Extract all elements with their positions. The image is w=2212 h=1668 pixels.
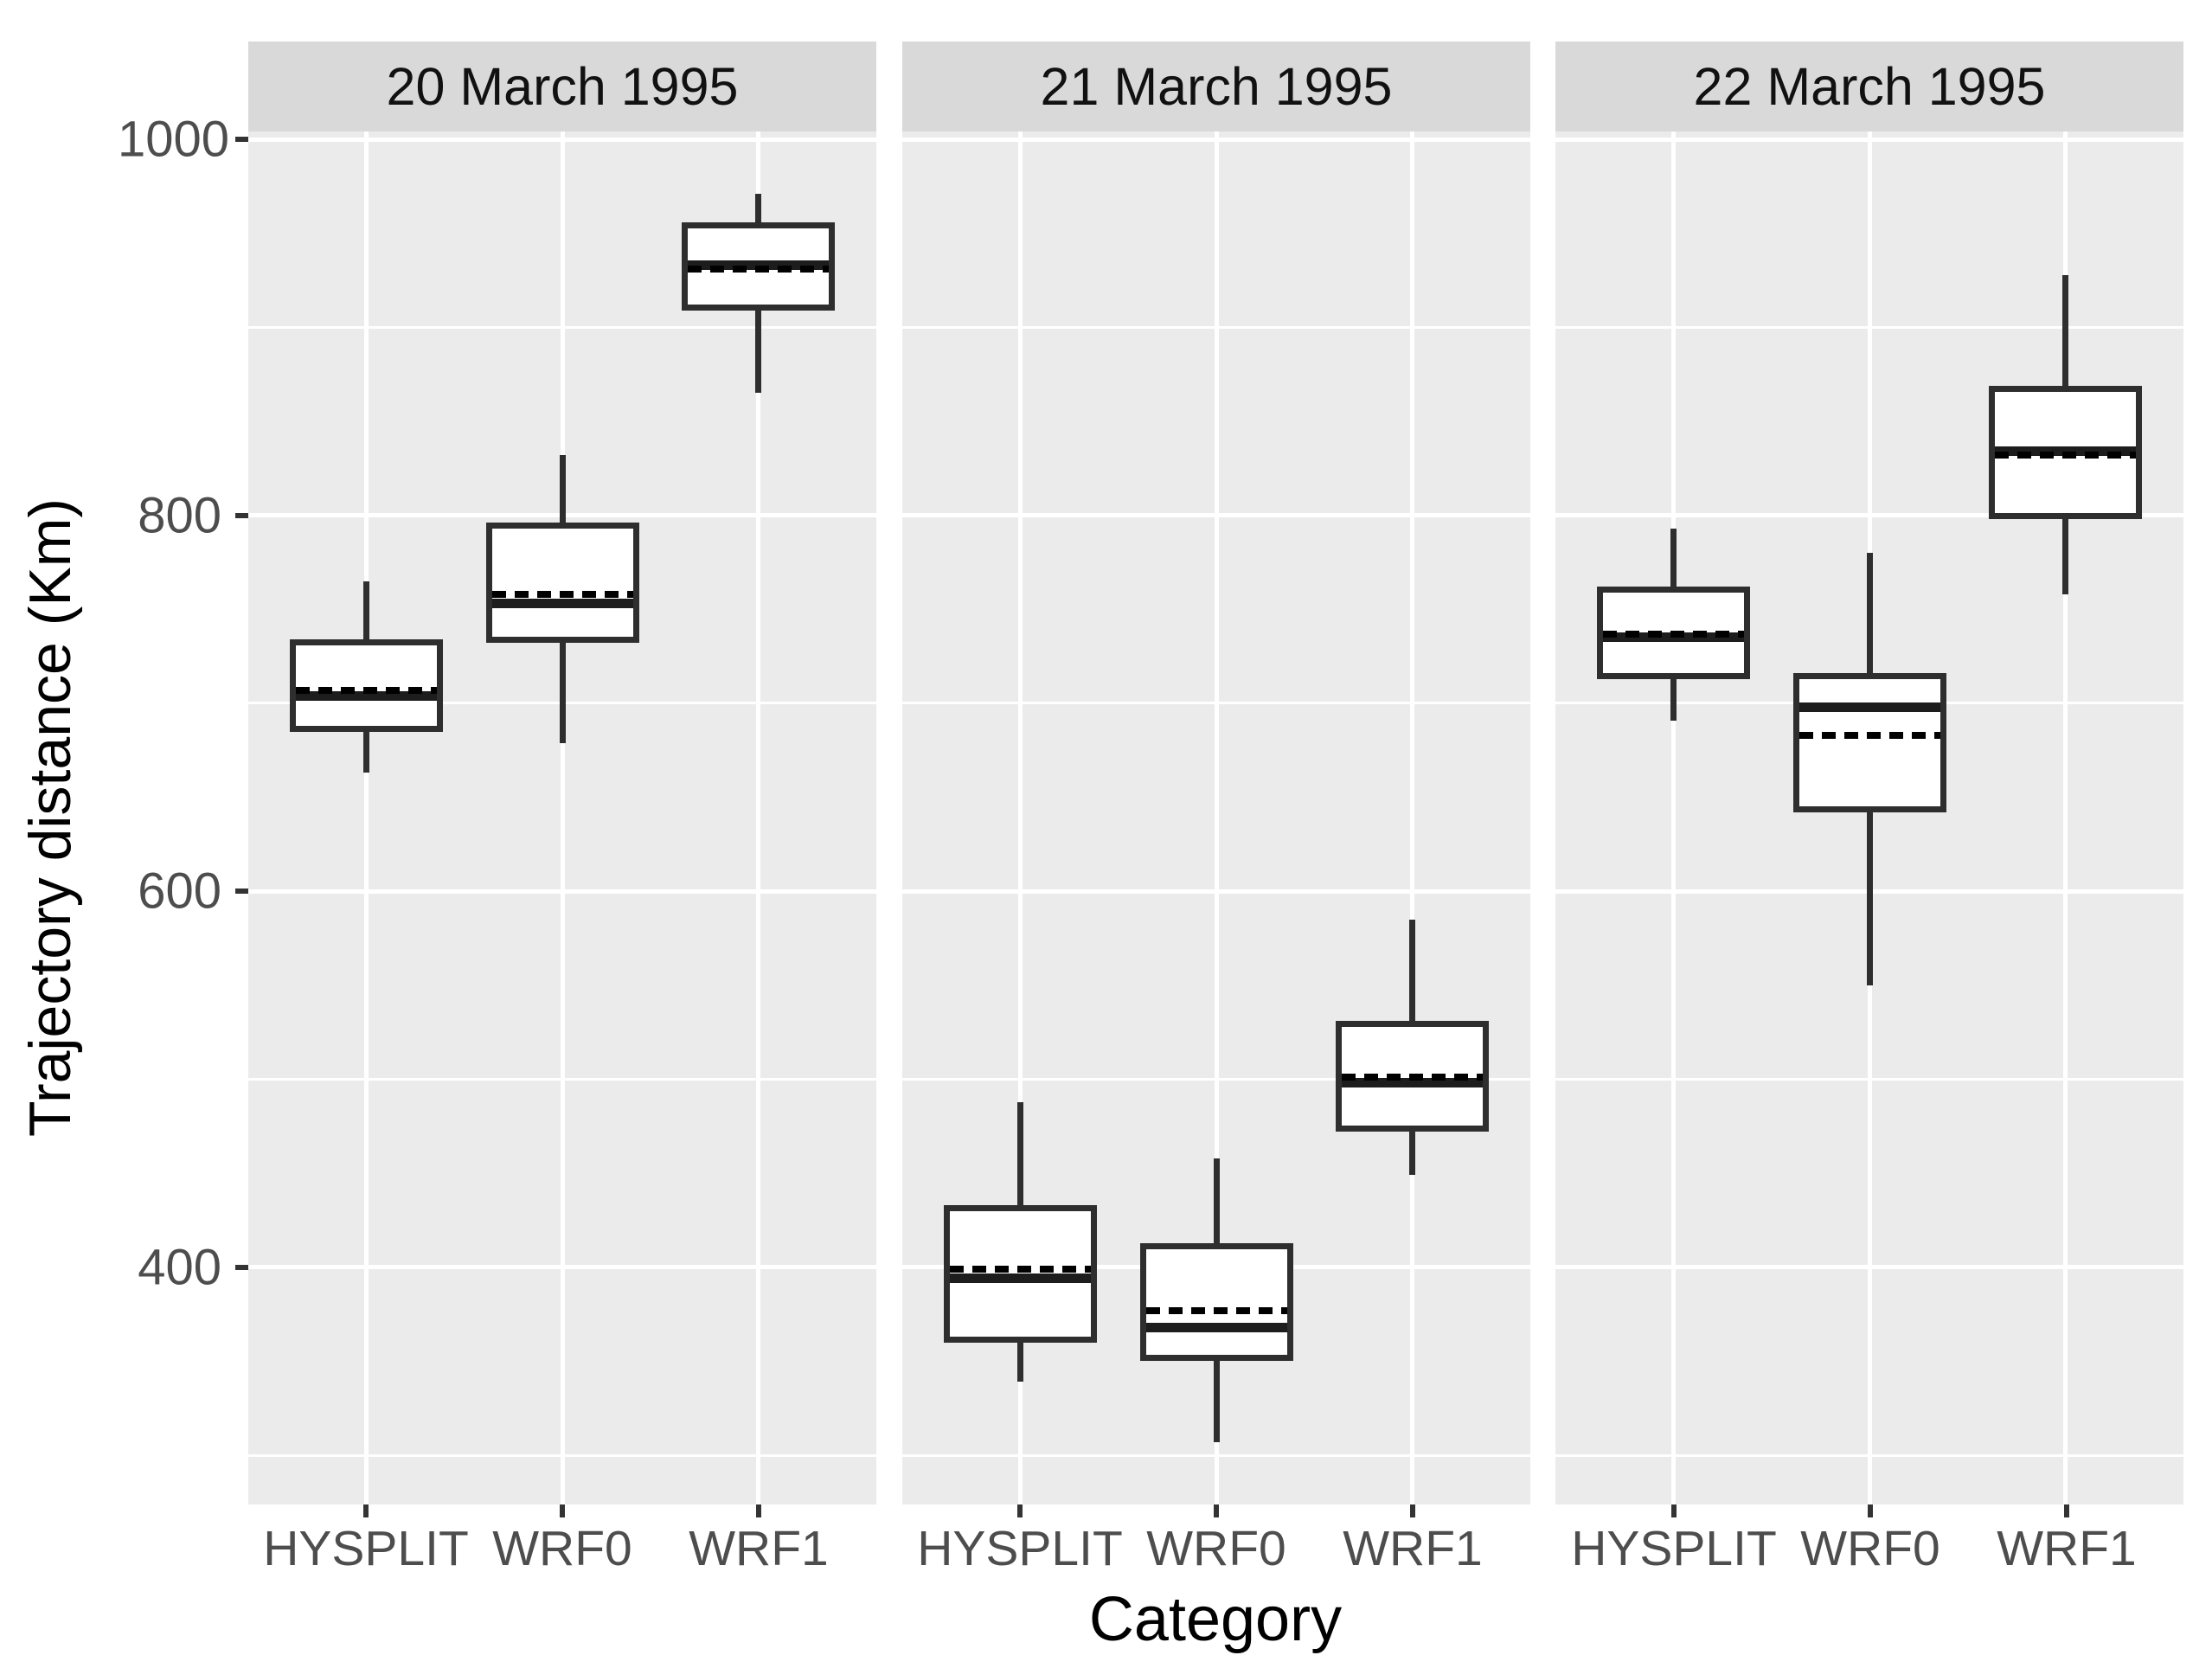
x-tick-label: HYSPLIT [1571,1521,1777,1576]
vertical-gridline [1017,132,1023,1504]
boxplot-mean-dashed-line [1145,1306,1287,1314]
x-tick-label: WRF1 [689,1521,829,1576]
boxplot-mean-dashed-line [1798,731,1940,739]
x-tick-mark [363,1504,369,1517]
boxplot-mean-dashed-line [1995,452,2137,459]
plot-panel [1555,132,2183,1504]
boxplot-median-line [688,260,830,271]
y-tick-label: 400 [138,1239,221,1296]
boxplot-median-line [491,599,633,609]
boxplot-median-line [1145,1322,1287,1332]
boxplot-mean-dashed-line [688,266,830,273]
x-tick-label: HYSPLIT [917,1521,1123,1576]
boxplot-mean-dashed-line [295,686,437,694]
y-tick-mark [235,1265,248,1270]
x-tick-mark [1671,1504,1677,1517]
boxplot-median-line [1342,1078,1484,1088]
boxplot-box-wrf0 [1139,1242,1293,1362]
boxplot-median-line [295,690,437,701]
vertical-gridline [363,132,369,1504]
boxplot-mean-dashed-line [1602,630,1744,638]
plot-panel [902,132,1530,1504]
y-tick-label: 800 [138,487,221,544]
plot-panel [248,132,876,1504]
facet-strip-label: 21 March 1995 [1040,57,1393,116]
facet-strip-label: 20 March 1995 [386,57,739,116]
vertical-gridline [560,132,565,1504]
x-tick-mark [1410,1504,1415,1517]
facet-strip: 21 March 1995 [902,42,1530,132]
facet-strip: 20 March 1995 [248,42,876,132]
boxplot-mean-dashed-line [491,590,633,598]
x-tick-label: WRF0 [1800,1521,1940,1576]
y-axis-title: Trajectory distance (Km) [17,497,83,1138]
y-tick-mark [235,137,248,142]
y-tick-mark [235,513,248,518]
vertical-gridline [2063,132,2068,1504]
x-tick-mark [1214,1504,1219,1517]
x-tick-label: WRF0 [492,1521,632,1576]
y-tick-label: 1000 [118,111,230,168]
boxplot-median-line [1602,632,1744,643]
vertical-gridline [1214,132,1219,1504]
x-tick-label: WRF1 [1343,1521,1483,1576]
x-tick-label: WRF0 [1146,1521,1286,1576]
boxplot-mean-dashed-line [1342,1074,1484,1081]
vertical-gridline [1670,132,1676,1504]
x-tick-label: HYSPLIT [263,1521,469,1576]
facet-strip: 22 March 1995 [1555,42,2183,132]
x-tick-mark [1868,1504,1873,1517]
x-tick-mark [1017,1504,1023,1517]
boxplot-median-line [1995,446,2137,457]
x-axis-title: Category [1088,1585,1343,1654]
vertical-gridline [1410,132,1415,1504]
x-tick-label: WRF1 [1997,1521,2137,1576]
y-tick-mark [235,889,248,894]
y-tick-label: 600 [138,863,221,920]
vertical-gridline [756,132,761,1504]
x-tick-mark [2064,1504,2069,1517]
facet-strip-label: 22 March 1995 [1693,57,2046,116]
boxplot-median-line [1798,702,1940,712]
boxplot-mean-dashed-line [949,1265,1091,1273]
boxplot-box-wrf0 [485,523,639,644]
boxplot-box-wrf0 [1792,673,1946,812]
x-tick-mark [560,1504,565,1517]
boxplot-box-hysplit [289,639,443,732]
x-tick-mark [756,1504,761,1517]
boxplot-median-line [949,1273,1091,1284]
